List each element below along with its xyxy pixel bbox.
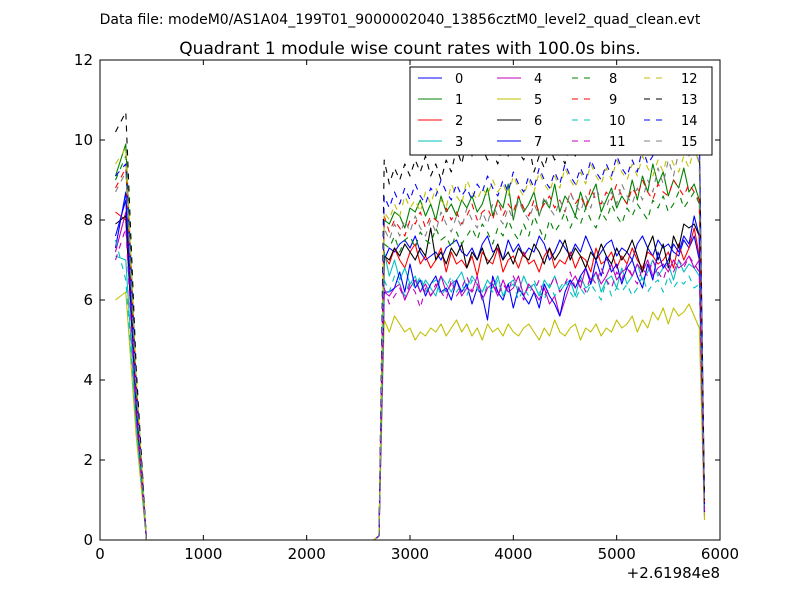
x-tick-label: 6000: [701, 545, 739, 563]
series-line-12: [115, 147, 706, 540]
legend-label-10: 10: [609, 114, 626, 129]
legend-label-4: 4: [534, 72, 542, 87]
series-line-0: [114, 191, 706, 540]
y-tick-label: 4: [83, 371, 93, 389]
x-tick-label: 0: [95, 545, 105, 563]
series-line-7: [114, 199, 706, 540]
legend-label-0: 0: [455, 72, 463, 87]
series-layer: [114, 111, 706, 540]
legend-label-8: 8: [609, 72, 617, 87]
legend-frame: [409, 66, 713, 156]
series-line-14: [115, 115, 706, 540]
y-tick-label: 10: [74, 131, 93, 149]
legend-label-1: 1: [455, 93, 463, 108]
series-line-4: [114, 211, 706, 540]
y-tick-label: 6: [83, 291, 93, 309]
legend-label-2: 2: [455, 114, 463, 129]
legend-label-14: 14: [681, 114, 698, 129]
series-line-10: [114, 239, 706, 540]
x-tick-label: 3000: [391, 545, 429, 563]
x-tick-label: 1000: [184, 545, 222, 563]
legend-label-3: 3: [455, 135, 463, 150]
y-tick-label: 12: [74, 51, 93, 69]
y-tick-label: 0: [83, 531, 93, 549]
legend-label-5: 5: [534, 93, 542, 108]
legend-label-7: 7: [534, 135, 542, 150]
series-line-6: [115, 215, 706, 540]
series-line-3: [115, 251, 706, 540]
chart-title: Quadrant 1 module wise count rates with …: [179, 39, 640, 59]
series-line-8: [114, 155, 706, 540]
y-tick-label: 8: [83, 211, 93, 229]
series-line-11: [114, 227, 706, 540]
legend-label-15: 15: [681, 135, 698, 150]
series-line-15: [115, 123, 706, 540]
x-tick-label: 5000: [598, 545, 636, 563]
legend-label-13: 13: [681, 93, 698, 108]
x-axis-offset-label: +2.61984e8: [627, 564, 720, 582]
legend-label-6: 6: [534, 114, 542, 129]
figure-suptitle: Data file: modeM0/AS1A04_199T01_90000020…: [100, 12, 701, 28]
legend-label-12: 12: [681, 72, 698, 87]
x-tick-label: 2000: [288, 545, 326, 563]
legend-label-9: 9: [609, 93, 617, 108]
y-tick-label: 2: [83, 451, 93, 469]
series-line-9: [115, 167, 706, 540]
legend-label-11: 11: [609, 135, 626, 150]
x-tick-label: 4000: [494, 545, 532, 563]
series-line-5: [115, 291, 706, 540]
